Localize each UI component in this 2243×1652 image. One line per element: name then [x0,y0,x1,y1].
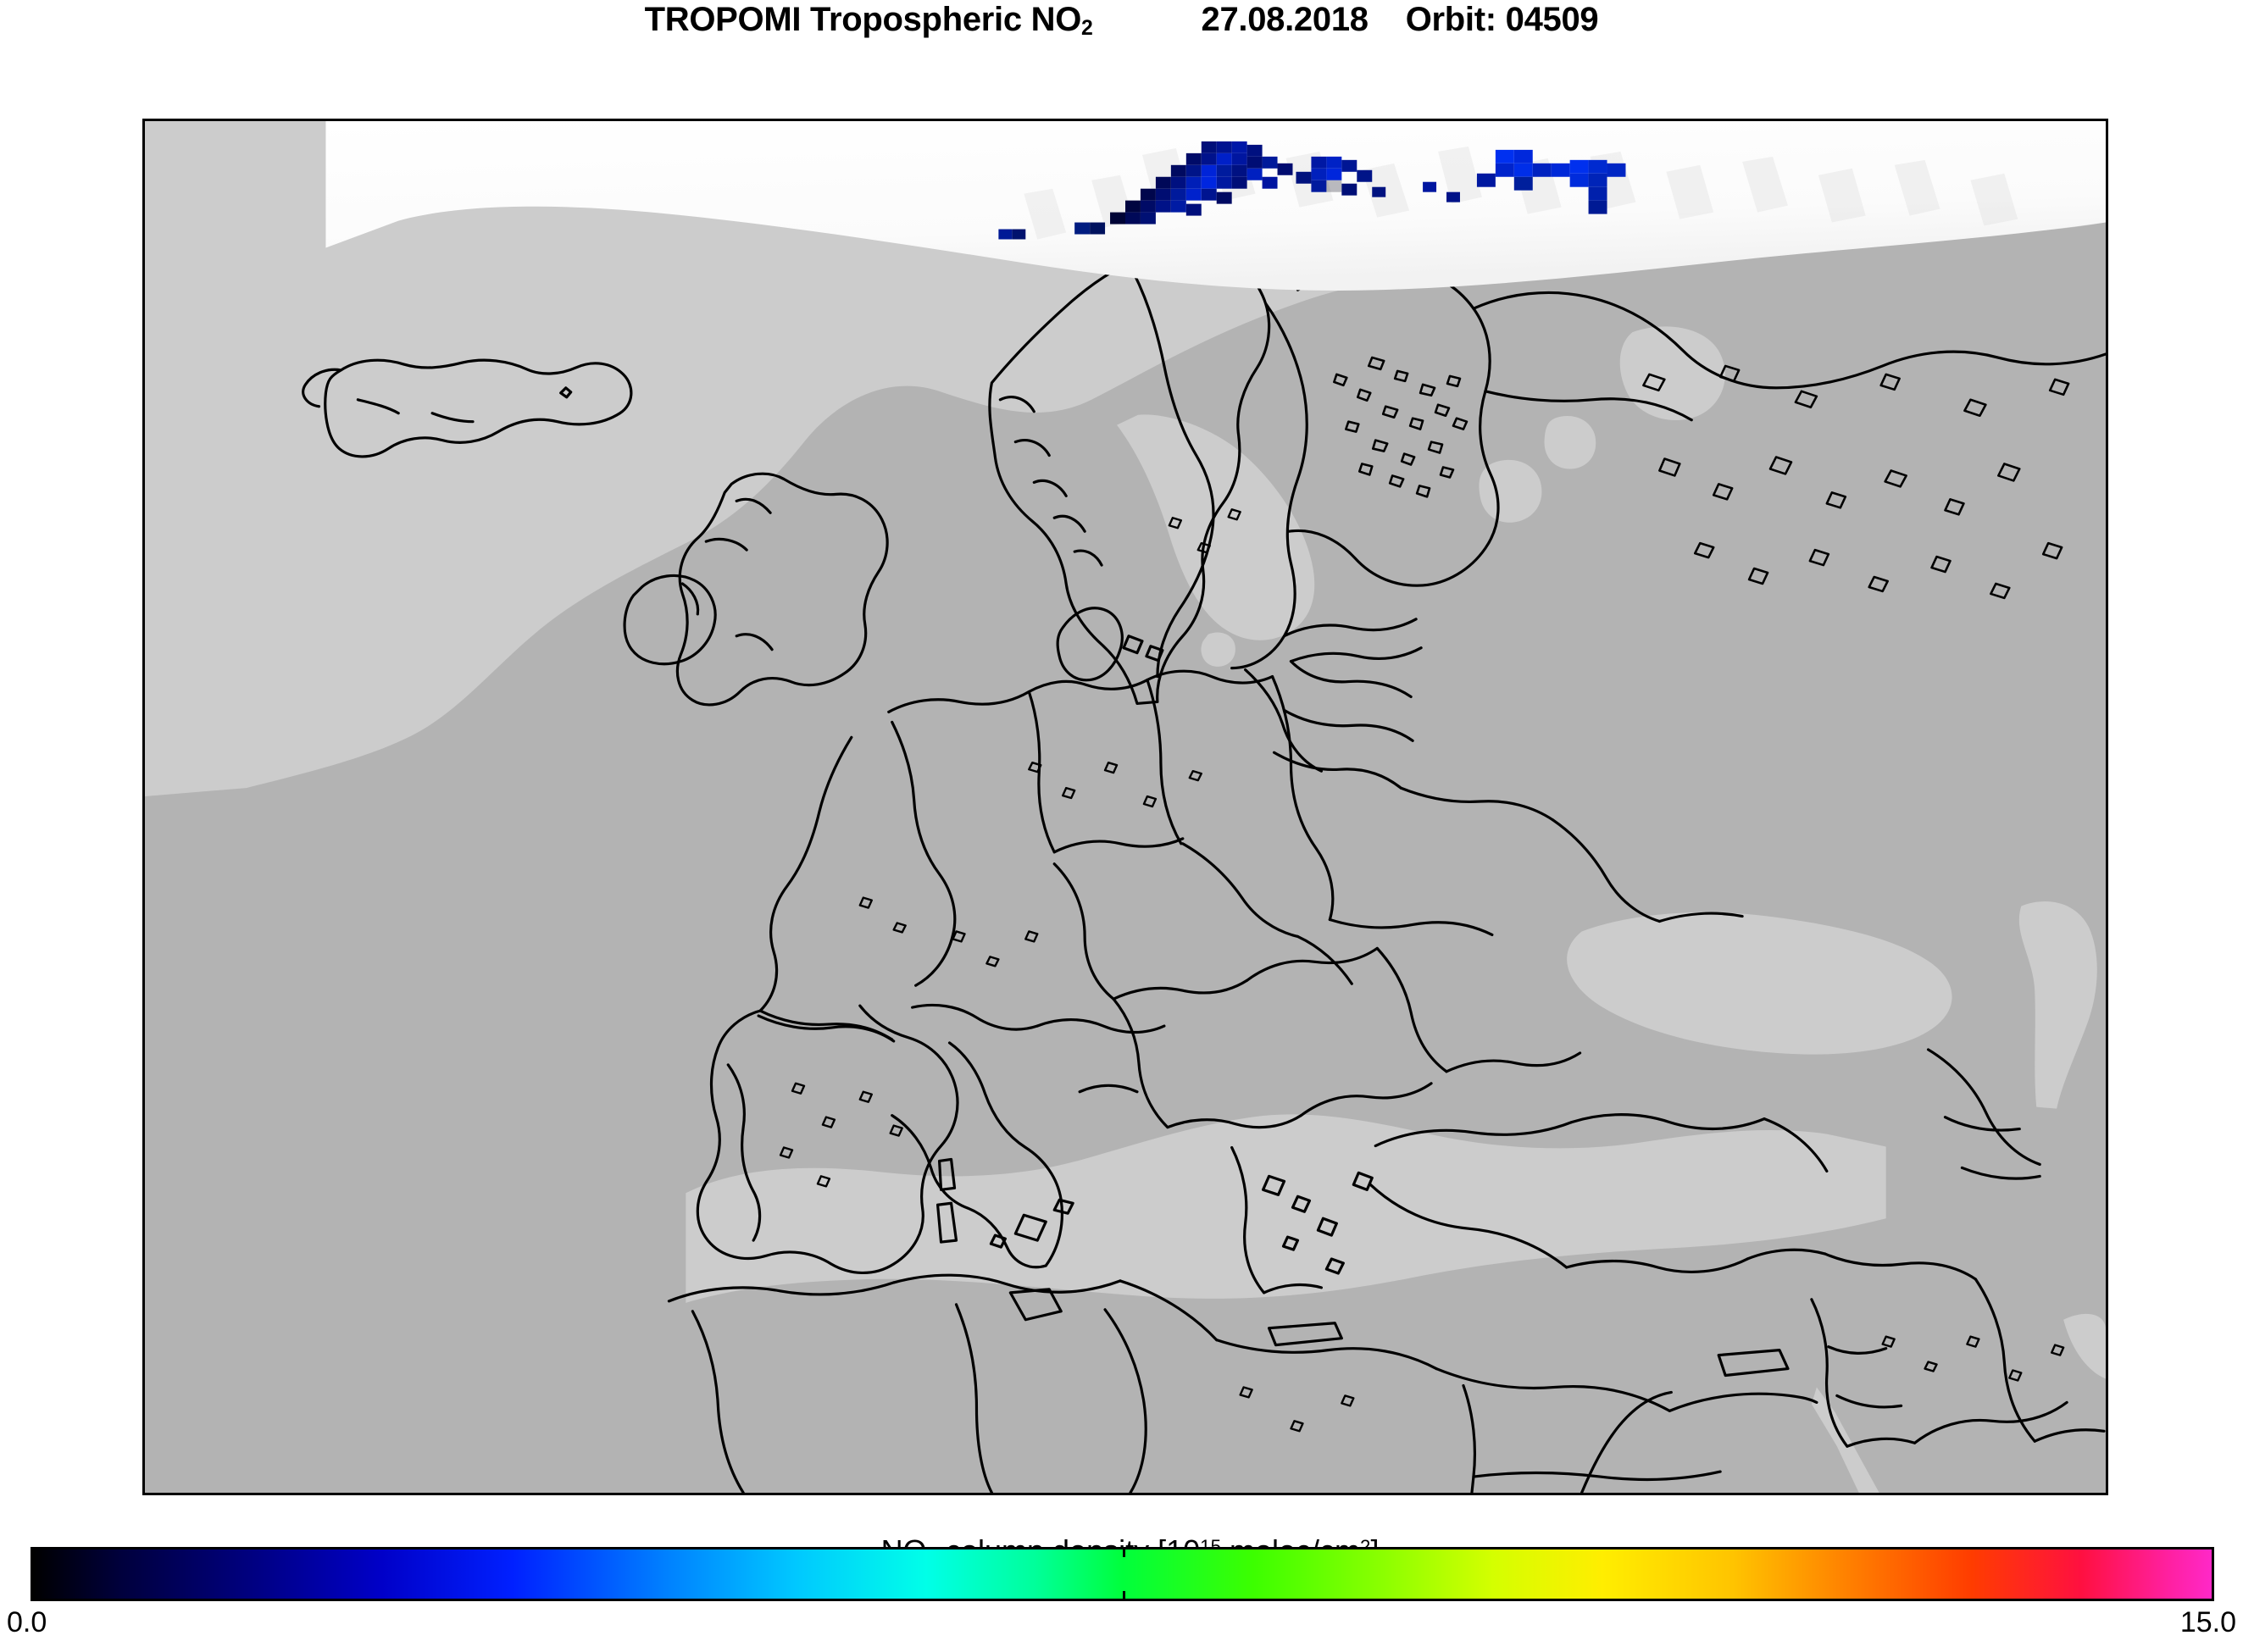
colorbar[interactable] [31,1547,2214,1601]
title-tropomi-no2: TROPOMI Tropospheric NO2 27.08.2018 Orbit:… [645,0,1599,44]
colorbar-min-label: 0.0 [7,1606,47,1638]
colorbar-tick-mid-top [1122,1547,1125,1557]
no2-pixel-cluster-scatter [998,181,1460,240]
title-orbit-value: 04509 [1505,1,1599,38]
map-coastlines-and-borders [302,245,2106,1493]
title-no2-subscript: 2 [1081,17,1093,41]
no2-pixel-cluster-west [1074,141,1293,235]
swath-band [325,121,2106,291]
title-main-text: TROPOMI Tropospheric NO [644,1,1082,38]
title-date: 27.08.2018 [1201,1,1369,38]
map-canvas[interactable] [145,121,2106,1493]
title-orbit-label: Orbit: [1405,1,1496,38]
map-no2-data-pixels-layer [998,141,1626,240]
map-geography-layer [145,121,2106,1493]
colorbar-max-label: 15.0 [2179,1606,2236,1638]
colorbar-tick-mid-bottom [1122,1591,1125,1601]
map-panel[interactable] [142,119,2108,1495]
no2-pixel-cluster-east [1476,149,1626,214]
map-sea-bodies [145,121,2106,1493]
page-title: TROPOMI Tropospheric NO2 27.08.2018 Orbit:… [0,0,2243,53]
no2-pixel-cluster-central [1296,156,1373,196]
